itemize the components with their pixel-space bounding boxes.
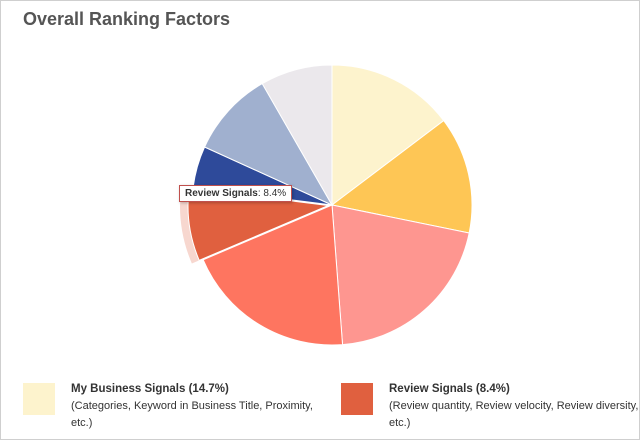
legend-item: My Business Signals (14.7%) (Categories, … (23, 381, 331, 432)
legend-item: Review Signals (8.4%) (Review quantity, R… (341, 381, 639, 432)
pie-chart (180, 64, 473, 346)
pie-slice (202, 204, 344, 346)
legend-label: Review Signals (8.4%) (389, 383, 510, 395)
legend-description: (Review quantity, Review velocity, Revie… (389, 400, 639, 429)
pie-slice (331, 64, 445, 207)
pie-slice (331, 204, 470, 346)
pie-slice (330, 119, 473, 234)
legend-swatch (23, 383, 55, 415)
pie-slice (261, 64, 333, 207)
tooltip-name: Review Signals (185, 188, 258, 199)
chart-title: Overall Ranking Factors (23, 9, 231, 29)
pie-slice (203, 82, 334, 207)
tooltip-text: : 8.4% (257, 188, 287, 199)
legend-label: My Business Signals (14.7%) (71, 383, 229, 395)
legend-description: (Categories, Keyword in Business Title, … (71, 400, 313, 429)
legend-swatch (341, 383, 373, 415)
tooltip: Review Signals: 8.4% (179, 185, 293, 202)
